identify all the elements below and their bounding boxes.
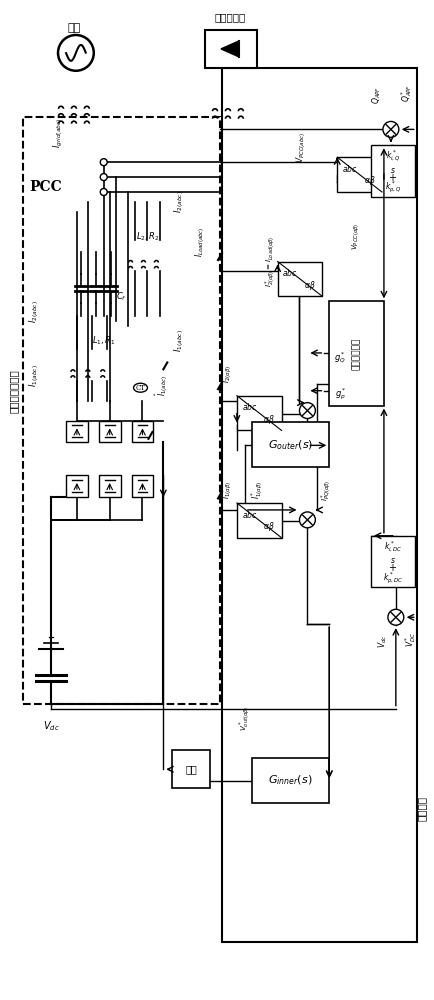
Text: $I_{grid(abc)}$: $I_{grid(abc)}$ (52, 117, 65, 148)
Text: $Q_{APF}$: $Q_{APF}$ (371, 86, 383, 104)
Text: $k^*_{i,DC}$: $k^*_{i,DC}$ (384, 540, 402, 554)
Text: $I^*_{2(\alpha\beta)}=I_{Load(\alpha\beta)}$: $I^*_{2(\alpha\beta)}=I_{Load(\alpha\bet… (263, 236, 276, 287)
Text: $\alpha\beta$: $\alpha\beta$ (263, 520, 275, 533)
Text: $abc$: $abc$ (242, 401, 257, 412)
Text: $k^*_{p,DC}$: $k^*_{p,DC}$ (383, 570, 403, 586)
Text: $I_{1(abc)}$: $I_{1(abc)}$ (172, 330, 186, 352)
Circle shape (299, 403, 316, 419)
Text: $I_{2(abc)}$: $I_{2(abc)}$ (172, 191, 186, 213)
Text: $V_{dc}$: $V_{dc}$ (376, 634, 389, 648)
Text: $I_{2(abc)}$: $I_{2(abc)}$ (27, 300, 41, 323)
Circle shape (101, 189, 107, 195)
Text: 电网: 电网 (67, 23, 81, 33)
Circle shape (100, 189, 107, 195)
Circle shape (383, 121, 399, 137)
Bar (329, 301, 384, 406)
Circle shape (388, 609, 404, 625)
Bar (278, 262, 322, 296)
Circle shape (100, 159, 107, 166)
Bar (337, 157, 382, 192)
Bar (371, 145, 415, 197)
Bar (222, 68, 417, 942)
Bar (23, 117, 220, 704)
Bar (205, 30, 257, 68)
Circle shape (101, 174, 107, 180)
Circle shape (299, 512, 316, 528)
Text: $G_{outer}(s)$: $G_{outer}(s)$ (268, 438, 313, 452)
Circle shape (101, 159, 107, 165)
Bar (371, 536, 415, 587)
Text: $G_{inner}(s)$: $G_{inner}(s)$ (268, 774, 313, 787)
Circle shape (100, 174, 107, 181)
Text: $+$: $+$ (388, 172, 398, 183)
Text: $\hat{I}_{1(abc)}$: $\hat{I}_{1(abc)}$ (153, 375, 171, 396)
Text: $I_{1(abc)}$: $I_{1(abc)}$ (27, 364, 41, 387)
Text: $Q^*_{APF}$: $Q^*_{APF}$ (399, 84, 414, 102)
Circle shape (101, 159, 107, 165)
Circle shape (58, 35, 94, 71)
Bar (99, 421, 121, 442)
Text: $k^*_{i,Q}$: $k^*_{i,Q}$ (385, 149, 400, 164)
Text: 调制: 调制 (185, 765, 197, 774)
Text: $s$: $s$ (390, 556, 396, 565)
Text: $abc$: $abc$ (242, 509, 257, 520)
Text: $V_{PCC(abc)}$: $V_{PCC(abc)}$ (295, 132, 308, 163)
Text: 有源电力滤波器: 有源电力滤波器 (10, 369, 19, 413)
Bar (132, 421, 153, 442)
Polygon shape (221, 41, 239, 57)
Ellipse shape (134, 383, 148, 392)
Text: $L_2, R_2$: $L_2, R_2$ (136, 230, 161, 243)
Bar (237, 396, 282, 430)
Text: PCC: PCC (29, 180, 62, 194)
Circle shape (101, 174, 107, 180)
Text: $I_{1(\alpha\beta)}$: $I_{1(\alpha\beta)}$ (221, 481, 234, 499)
Bar (66, 421, 88, 442)
Text: $I_{Load(abc)}$: $I_{Load(abc)}$ (193, 226, 207, 257)
Text: 控制框图: 控制框图 (417, 796, 426, 821)
Text: 基波参考生成: 基波参考生成 (352, 337, 361, 370)
Text: CT: CT (135, 384, 145, 392)
Text: $\alpha\beta$: $\alpha\beta$ (263, 413, 275, 426)
Text: $L_1, R_1$: $L_1, R_1$ (92, 335, 116, 347)
Bar (66, 475, 88, 497)
Bar (252, 758, 329, 803)
Text: $g^*_p$: $g^*_p$ (335, 387, 346, 402)
Text: $s$: $s$ (390, 166, 396, 175)
Text: $V_{dc}$: $V_{dc}$ (43, 720, 59, 733)
Bar (252, 422, 329, 467)
Text: $V_{PCC(\alpha\beta)}$: $V_{PCC(\alpha\beta)}$ (350, 223, 361, 250)
Text: $abc$: $abc$ (283, 267, 298, 278)
Circle shape (101, 189, 107, 195)
Text: $V^*_{DC}$: $V^*_{DC}$ (403, 632, 418, 647)
Text: $I^*_{1(\alpha\beta)}$: $I^*_{1(\alpha\beta)}$ (250, 481, 265, 499)
Text: $V^*_{out(\alpha\beta)}$: $V^*_{out(\alpha\beta)}$ (238, 706, 252, 731)
Text: $abc$: $abc$ (342, 163, 358, 174)
Text: $I_{2(\alpha\beta)}$: $I_{2(\alpha\beta)}$ (221, 365, 234, 383)
Text: $\alpha\beta$: $\alpha\beta$ (364, 174, 375, 187)
Text: 非线性负载: 非线性负载 (214, 14, 246, 23)
Text: $I^*_{PQ(\alpha\beta)}$: $I^*_{PQ(\alpha\beta)}$ (319, 479, 333, 501)
Bar (172, 750, 210, 788)
Text: $g^*_Q$: $g^*_Q$ (335, 350, 346, 366)
Text: $+$: $+$ (388, 562, 398, 573)
Bar (237, 503, 282, 538)
Text: $C_f$: $C_f$ (115, 290, 126, 303)
Bar (132, 475, 153, 497)
Bar (99, 475, 121, 497)
Text: $k^*_{p,Q}$: $k^*_{p,Q}$ (385, 180, 401, 195)
Text: $\alpha\beta$: $\alpha\beta$ (304, 279, 316, 292)
